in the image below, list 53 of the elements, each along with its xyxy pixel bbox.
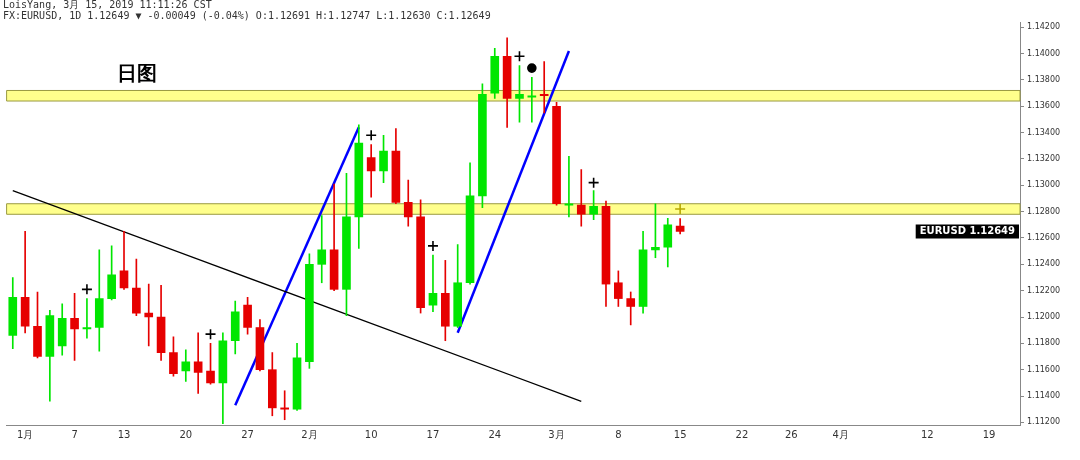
y-tick-label: 1.12000 (1027, 312, 1061, 322)
candlestick (193, 332, 203, 394)
x-tick-label: 27 (241, 428, 254, 440)
y-tick-label: 1.13000 (1027, 180, 1061, 190)
x-tick-label: 19 (982, 428, 996, 440)
point (427, 240, 439, 252)
x-tick-label: 1月 (16, 428, 34, 440)
y-tick-label: 1.12600 (1027, 233, 1061, 243)
y-tick-label: 1.12200 (1027, 285, 1061, 295)
x-tick-label: 8 (615, 428, 622, 440)
x-tick-label: 2月 (301, 428, 318, 440)
x-tick-label: 24 (488, 428, 502, 440)
y-tick-label: 1.13200 (1027, 154, 1061, 164)
point (204, 328, 217, 340)
text: FX:EURUSD, 1D 1.12649 ▼ -0.00049 (-0.04%) O:1.12691 H:1.12747 L:1.12630 C:1.12649 (3, 9, 491, 21)
y-tick-label: 1.13600 (1027, 101, 1061, 111)
y-tick-label: 1.11200 (1027, 417, 1061, 427)
y-tick-label: 1.12800 (1027, 206, 1061, 216)
x-tick-label: 4月 (832, 428, 849, 440)
x-tick-label: 17 (426, 428, 440, 440)
x-tick-label: 15 (673, 428, 687, 440)
candlestick (527, 76, 537, 123)
y-tick-label: 1.11800 (1027, 338, 1061, 348)
x-tick-label: 22 (735, 428, 749, 440)
x-tick-label: 7 (71, 428, 78, 440)
x-tick-label: 3月 (548, 428, 565, 440)
candlestick (539, 61, 549, 114)
y-tick-label: 1.14200 (1027, 22, 1061, 32)
x-tick-label: 20 (179, 428, 193, 440)
x-tick-label: 13 (117, 428, 131, 440)
candlestick (317, 215, 327, 284)
y-tick-label: 1.12400 (1027, 259, 1061, 269)
point (365, 129, 377, 142)
candlestick (82, 298, 92, 339)
point (587, 176, 600, 189)
point (527, 63, 537, 73)
y-tick-label: 1.13400 (1027, 127, 1061, 137)
x-tick-label: 10 (364, 428, 378, 440)
candlestick (576, 169, 586, 227)
x-tick-label: 12 (920, 428, 934, 440)
y-tick-label: 1.11400 (1027, 391, 1061, 401)
point (513, 50, 526, 63)
text: EURUSD 1.12649 (919, 225, 1016, 237)
point (81, 283, 93, 296)
text: LoisYang, 3月 15, 2019 11:11:26 CST (3, 0, 212, 10)
y-tick-label: 1.13800 (1027, 75, 1061, 85)
point (674, 203, 686, 215)
candlestick (144, 283, 154, 347)
candlestick (564, 156, 574, 218)
text: 日图 (116, 61, 157, 86)
y-tick-label: 1.14000 (1027, 48, 1061, 58)
y-tick-label: 1.11600 (1027, 364, 1061, 374)
x-tick-label: 26 (785, 428, 798, 440)
